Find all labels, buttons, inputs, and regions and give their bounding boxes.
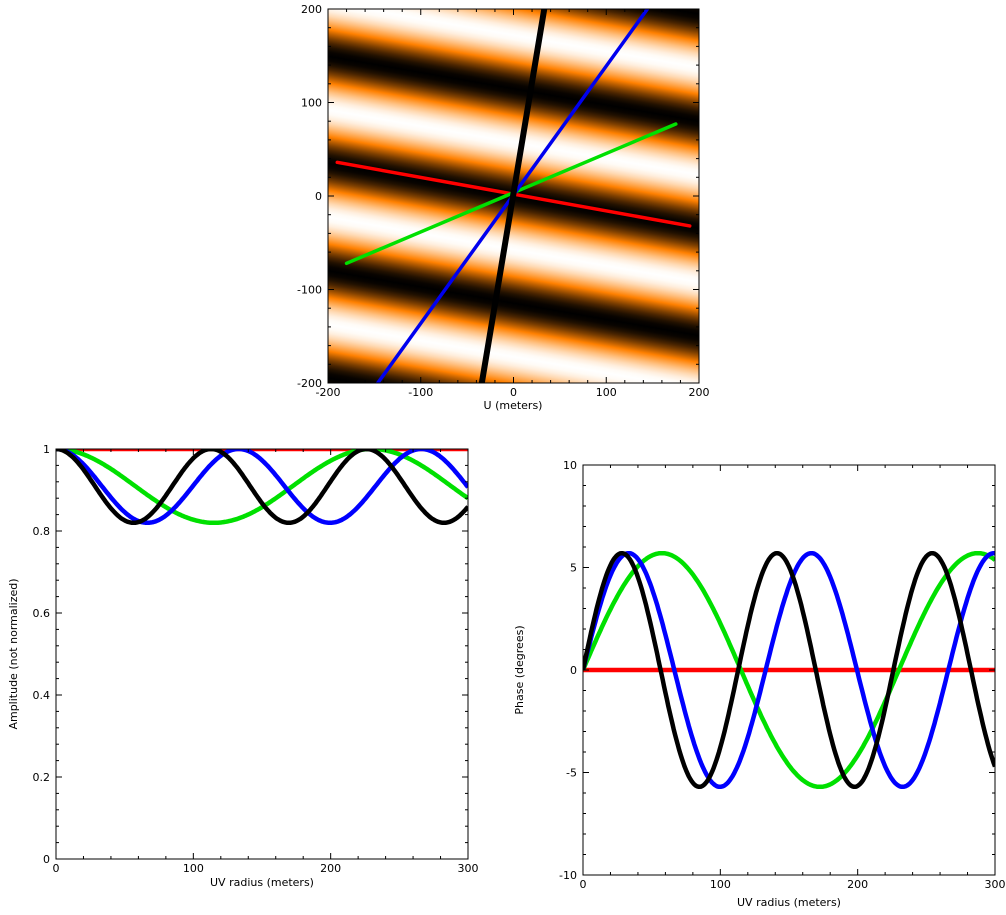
uv-map-y-tick-label: -100 (297, 284, 322, 297)
amplitude-frame (55, 448, 469, 860)
uv-map-x-tick-label: -200 (316, 386, 341, 399)
amplitude-series-3 (56, 449, 468, 526)
phase-y-tick-label: -10 (559, 869, 577, 882)
amplitude-x-tick-label: 100 (183, 862, 204, 875)
amplitude-x-tick-label: 200 (320, 862, 341, 875)
phase-y-axis-label: Phase (degrees) (513, 625, 526, 714)
amplitude-y-tick-label: 0.4 (33, 689, 51, 702)
amplitude-y-tick-label: 1 (43, 443, 50, 456)
uv-map-panel: -200 -100 0 100 200 -200 -100 0 100 200 U (meter… (297, 3, 709, 412)
uv-map-x-tick-label: -100 (408, 386, 433, 399)
phase-y-tick-label: 10 (563, 459, 577, 472)
uv-map-x-tick-label: 100 (596, 386, 617, 399)
phase-x-ticks: 0 100 200 300 (580, 465, 1006, 891)
phase-series-1 (583, 550, 995, 790)
amplitude-y-tick-label: 0 (43, 853, 50, 866)
amplitude-y-ticks: 0 0.2 0.4 0.6 0.8 1 (33, 443, 468, 866)
uv-map-x-tick-label: 0 (510, 386, 517, 399)
amplitude-y-tick-label: 0.6 (33, 607, 51, 620)
amplitude-x-tick-label: 300 (458, 862, 479, 875)
amplitude-x-ticks: 0 100 200 300 (53, 449, 479, 875)
uv-track-line-3 (478, 9, 548, 383)
phase-curves (583, 550, 995, 790)
phase-y-ticks: -10 -5 0 5 10 (559, 459, 995, 882)
uv-map-y-ticks: -200 -100 0 100 200 (297, 3, 699, 390)
phase-x-tick-label: 100 (710, 878, 731, 891)
uv-map-y-tick-label: -200 (297, 377, 322, 390)
phase-x-tick-label: 200 (847, 878, 868, 891)
phase-x-axis-label: UV radius (meters) (737, 896, 841, 909)
phase-y-tick-label: 0 (570, 664, 577, 677)
uv-map-y-tick-label: 100 (301, 97, 322, 110)
phase-x-tick-label: 300 (985, 878, 1006, 891)
phase-y-tick-label: -5 (566, 767, 577, 780)
amplitude-series-1 (56, 449, 468, 526)
uv-map-x-axis-label: U (meters) (484, 399, 543, 412)
phase-x-tick-label: 0 (580, 878, 587, 891)
amplitude-y-tick-label: 0.2 (33, 771, 51, 784)
amplitude-x-tick-label: 0 (53, 862, 60, 875)
baseline-tracks (335, 9, 692, 383)
amplitude-curves (56, 449, 468, 526)
amplitude-y-tick-label: 0.8 (33, 525, 51, 538)
amplitude-panel: 0 100 200 300 0 0.2 0.4 0.6 0.8 1 UV radius (met… (7, 443, 479, 889)
uv-map-y-tick-label: 200 (301, 3, 322, 16)
amplitude-x-axis-label: UV radius (meters) (210, 876, 314, 889)
phase-y-tick-label: 5 (570, 562, 577, 575)
uv-map-y-tick-label: 0 (315, 190, 322, 203)
uv-map-x-ticks: -200 -100 0 100 200 (316, 9, 710, 399)
phase-series-2 (583, 550, 995, 790)
phase-series-3 (583, 550, 995, 790)
amplitude-y-axis-label: Amplitude (not normalized) (7, 578, 20, 729)
amplitude-series-2 (56, 449, 468, 526)
uv-map-x-tick-label: 200 (689, 386, 710, 399)
